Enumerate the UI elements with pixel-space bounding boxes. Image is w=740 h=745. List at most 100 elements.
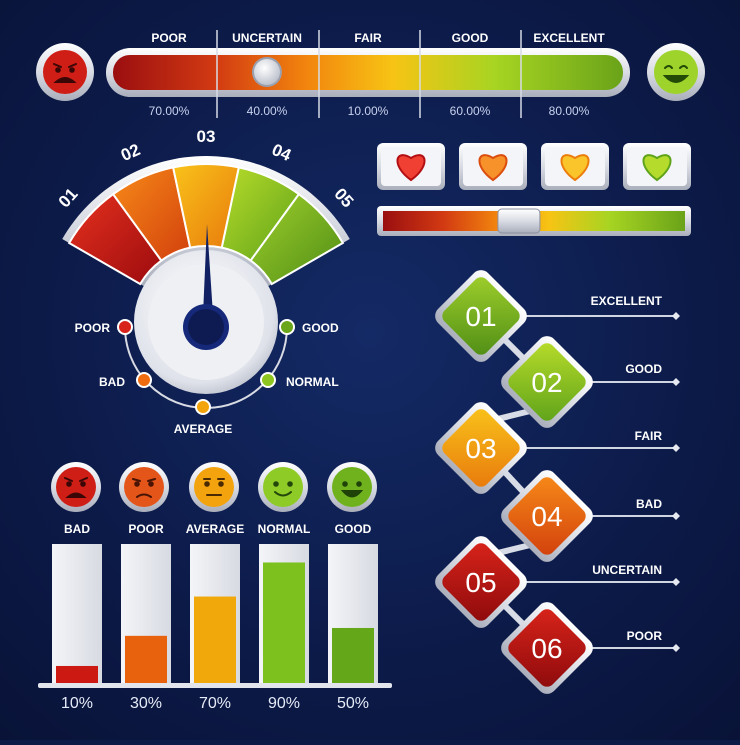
step-number: 02 (531, 367, 562, 398)
step-item[interactable]: 02 GOOD (497, 332, 680, 432)
gauge-number: 02 (118, 140, 143, 165)
heart-button[interactable] (541, 143, 609, 190)
scale-percent: 70.00% (149, 104, 190, 118)
step-number: 06 (531, 633, 562, 664)
gauge-number: 01 (55, 184, 82, 211)
gauge-label-poor: POOR (75, 321, 111, 335)
gauge-dot-average (197, 401, 209, 413)
bar-percent: 90% (268, 695, 300, 712)
bar-track (52, 544, 102, 683)
step-number: 01 (465, 301, 496, 332)
heart-icon (396, 154, 426, 182)
bar-label: BAD (64, 522, 90, 536)
emotion-face (189, 462, 239, 512)
hearts-slider (377, 206, 691, 236)
emotion-face (119, 462, 169, 512)
happy-face-badge (647, 43, 705, 101)
scale-percent: 10.00% (348, 104, 389, 118)
scale-dividers (216, 30, 522, 118)
level-bar: GOOD 50% (328, 522, 378, 712)
bar-label: NORMAL (258, 522, 311, 536)
gauge-label-normal: NORMAL (286, 375, 339, 389)
step-item[interactable]: 01 EXCELLENT (431, 266, 680, 366)
gauge: 01 02 03 04 05 POOR BAD AVERAGE GOOD NORMAL (55, 127, 357, 436)
bar-fill (263, 562, 305, 683)
scale-labels: POOR UNCERTAIN FAIR GOOD EXCELLENT (151, 31, 605, 45)
level-bars: BAD 10% POOR 30% AVERAGE 70% NORMAL 90% GOOD 50% (52, 522, 378, 712)
bar-percent: 70% (199, 695, 231, 712)
scale-label: POOR (151, 31, 187, 45)
gauge-sector (249, 192, 345, 286)
gauge-label-bad: BAD (99, 375, 125, 389)
step-label: BAD (636, 497, 662, 511)
bar-percent: 10% (61, 695, 93, 712)
smile-face-icon (273, 481, 293, 497)
step-diamond (508, 477, 586, 555)
step-item[interactable]: 04 BAD (497, 466, 680, 566)
gauge-dot-normal (262, 374, 274, 386)
angry-face-icon (53, 63, 77, 83)
top-scale: POOR UNCERTAIN FAIR GOOD EXCELLENT 70.00% 40.… (36, 30, 705, 118)
heart-icon (642, 154, 672, 182)
gauge-dot-good (281, 321, 293, 333)
heart-icon (478, 154, 508, 182)
step-label: POOR (627, 629, 663, 643)
happy-face-icon (662, 65, 690, 83)
step-label: FAIR (635, 429, 663, 443)
hearts-slider-thumb[interactable] (497, 208, 541, 234)
emotion-face (51, 462, 101, 512)
step-number: 03 (465, 433, 496, 464)
step-item[interactable]: 06 POOR (497, 598, 680, 698)
gauge-label-average: AVERAGE (174, 422, 232, 436)
happy-face-icon (340, 481, 364, 498)
heart-button[interactable] (623, 143, 691, 190)
scale-label: UNCERTAIN (232, 31, 302, 45)
level-bar: POOR 30% (121, 522, 171, 712)
scale-knob[interactable] (252, 57, 282, 87)
gauge-dot-bad (138, 374, 150, 386)
angry-face-badge (36, 43, 94, 101)
scale-label: GOOD (452, 31, 489, 45)
step-diamond (508, 609, 586, 687)
bar-label: GOOD (335, 522, 372, 536)
emotion-face (327, 462, 377, 512)
step-diamond (442, 543, 520, 621)
gauge-dot-poor (119, 321, 131, 333)
rating-gradient-bar (113, 55, 623, 90)
scale-percent: 60.00% (450, 104, 491, 118)
scale-percent: 40.00% (247, 104, 288, 118)
gauge-sectors (67, 163, 345, 286)
step-diamond (442, 277, 520, 355)
scale-percents: 70.00% 40.00% 10.00% 60.00% 80.00% (149, 104, 590, 118)
gauge-needle[interactable] (183, 224, 229, 350)
scale-percent: 80.00% (549, 104, 590, 118)
gauge-number: 03 (197, 127, 216, 146)
bar-fill (332, 627, 374, 683)
heart-button[interactable] (459, 143, 527, 190)
bar-fill (56, 665, 98, 683)
step-label: UNCERTAIN (592, 563, 662, 577)
scale-label: EXCELLENT (533, 31, 605, 45)
heart-button[interactable] (377, 143, 445, 190)
bar-label: POOR (128, 522, 164, 536)
heart-icon (560, 154, 590, 182)
emotion-faces (51, 462, 377, 512)
gauge-number: 05 (330, 184, 357, 211)
bar-percent: 50% (337, 695, 369, 712)
bar-fill (194, 596, 236, 683)
step-item[interactable]: 05 UNCERTAIN (431, 532, 680, 632)
step-number: 05 (465, 567, 496, 598)
step-diamond (508, 343, 586, 421)
gauge-label-good: GOOD (302, 321, 339, 335)
step-label: EXCELLENT (591, 294, 663, 308)
emotion-face (258, 462, 308, 512)
scale-label: FAIR (354, 31, 382, 45)
level-bar: NORMAL 90% (258, 522, 311, 712)
bar-label: AVERAGE (186, 522, 244, 536)
neutral-face-icon (203, 478, 225, 496)
step-item[interactable]: 03 FAIR (431, 398, 680, 498)
bar-percent: 30% (130, 695, 162, 712)
